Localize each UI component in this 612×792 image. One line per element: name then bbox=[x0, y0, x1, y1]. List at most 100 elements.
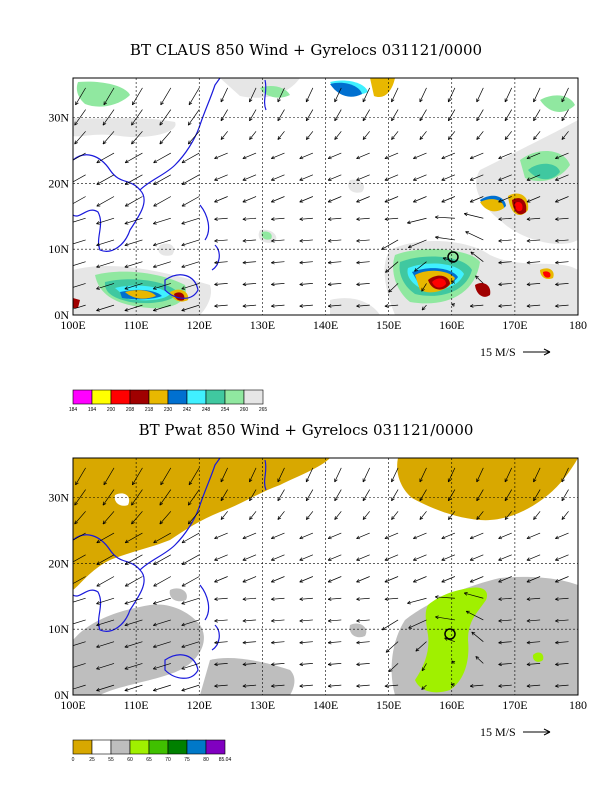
wind-vector bbox=[471, 631, 484, 642]
wind-vector bbox=[306, 511, 314, 520]
wind-vector bbox=[249, 87, 257, 103]
x-tick-label: 130E bbox=[250, 698, 275, 712]
wind-vector bbox=[299, 304, 313, 307]
colorbar-swatch bbox=[205, 389, 226, 405]
wind-vector bbox=[214, 217, 228, 220]
wind-vector-head bbox=[181, 307, 186, 312]
wind-vector bbox=[220, 489, 228, 501]
wind-vector-head bbox=[188, 101, 193, 106]
wind-vector bbox=[277, 109, 285, 121]
wind-vector bbox=[384, 684, 399, 687]
wind-vector bbox=[476, 87, 484, 103]
wind-vector-head bbox=[419, 497, 424, 502]
wind-vector-head bbox=[526, 684, 531, 688]
wind-vector-head bbox=[526, 597, 531, 601]
wind-vector bbox=[441, 174, 456, 181]
wind-vector-head bbox=[356, 260, 360, 265]
wind-vector-head bbox=[407, 244, 412, 249]
wind-vector bbox=[181, 641, 200, 648]
wind-vector bbox=[124, 684, 143, 691]
wind-vector-head bbox=[242, 304, 247, 308]
x-tick-label: 120E bbox=[187, 318, 212, 332]
colorbar-swatch bbox=[243, 389, 264, 405]
wind-vector bbox=[327, 532, 342, 539]
wind-vector bbox=[131, 109, 143, 126]
wind-vector bbox=[132, 87, 143, 106]
wind-vector bbox=[498, 663, 512, 665]
wind-vector-head bbox=[277, 478, 281, 483]
wind-vector bbox=[526, 532, 541, 539]
wind-vector-head bbox=[214, 535, 218, 540]
wind-vector-head bbox=[277, 497, 281, 502]
wind-vector-head bbox=[271, 177, 275, 181]
wind-vector bbox=[391, 87, 399, 103]
wind-vector bbox=[421, 283, 427, 292]
wind-vector-head bbox=[68, 601, 71, 604]
wind-vector bbox=[334, 109, 342, 121]
wind-vector-head bbox=[299, 640, 304, 645]
wind-vector-head bbox=[356, 282, 360, 287]
wind-vector-head bbox=[498, 535, 503, 540]
wind-vector-head bbox=[469, 177, 474, 181]
wind-vector bbox=[299, 239, 313, 242]
colorbar-tick-label: 248 bbox=[202, 407, 211, 413]
wind-vector bbox=[305, 109, 314, 121]
wind-vector-head bbox=[124, 687, 129, 692]
wind-vector-head bbox=[124, 242, 129, 247]
wind-vector bbox=[271, 641, 285, 644]
wind-vector-head bbox=[96, 307, 100, 312]
wind-vector-head bbox=[504, 117, 509, 122]
wind-vector bbox=[124, 641, 143, 648]
wind-vector bbox=[526, 684, 541, 687]
wind-vector-head bbox=[299, 579, 304, 583]
y-tick-label: 30N bbox=[48, 111, 69, 125]
colorbar-tick-label: 200 bbox=[107, 407, 116, 413]
wind-vector bbox=[242, 283, 257, 285]
colorbar-swatch bbox=[72, 389, 93, 405]
wind-vector-head bbox=[124, 539, 129, 544]
wind-vector bbox=[561, 109, 569, 121]
wind-vector-head bbox=[153, 539, 158, 544]
panel2-wind-vectors bbox=[68, 467, 569, 692]
wind-vector-head bbox=[96, 221, 100, 225]
wind-vector-head bbox=[181, 583, 186, 587]
wind-vector bbox=[96, 663, 115, 670]
wind-vector bbox=[74, 131, 86, 145]
wind-vector-head bbox=[153, 583, 158, 587]
wind-vector bbox=[561, 511, 569, 520]
wind-vector-head bbox=[96, 666, 100, 670]
wind-vector bbox=[220, 467, 228, 483]
wind-vector bbox=[305, 467, 314, 483]
wind-vector-head bbox=[131, 520, 135, 525]
wind-vector-head bbox=[327, 199, 332, 203]
wind-vector-head bbox=[356, 199, 361, 203]
wind-vector-head bbox=[555, 597, 559, 601]
wind-vector-head bbox=[498, 618, 502, 623]
wind-vector bbox=[327, 174, 342, 181]
wind-vector-head bbox=[124, 264, 129, 269]
wind-vector-head bbox=[413, 177, 417, 181]
wind-vector bbox=[334, 511, 342, 520]
wind-vector bbox=[96, 684, 115, 691]
wind-vector bbox=[75, 467, 86, 486]
wind-vector-head bbox=[277, 516, 282, 520]
wind-vector-head bbox=[421, 287, 425, 292]
wind-vector bbox=[188, 87, 200, 106]
wind-vector-head bbox=[159, 140, 164, 145]
panel2-wind-reference: 15 M/S bbox=[480, 725, 551, 739]
wind-vector bbox=[271, 174, 285, 181]
wind-vector-head bbox=[242, 640, 247, 645]
colorbar-tick-label: 0 bbox=[72, 757, 75, 763]
wind-vector-head bbox=[421, 306, 426, 311]
wind-vector-head bbox=[504, 497, 509, 502]
wind-vector bbox=[96, 196, 115, 207]
wind-vector-head bbox=[391, 478, 395, 483]
wind-vector-head bbox=[214, 684, 218, 688]
wind-vector-head bbox=[476, 516, 481, 520]
wind-vector-head bbox=[476, 136, 481, 140]
wind-vector-head bbox=[249, 98, 253, 103]
wind-vector-head bbox=[299, 304, 304, 308]
wind-vector bbox=[476, 131, 484, 140]
wind-vector bbox=[153, 174, 172, 185]
colorbar-swatch bbox=[91, 739, 112, 755]
